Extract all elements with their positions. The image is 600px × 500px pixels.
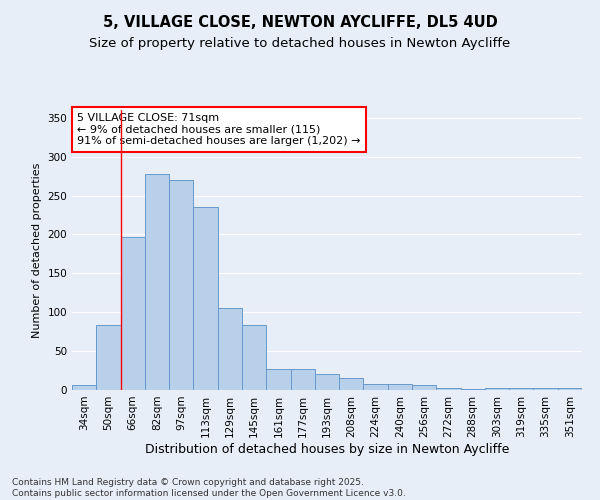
Bar (436, 388, 461, 390)
Bar (290, 369, 315, 390)
Text: 5 VILLAGE CLOSE: 71sqm
← 9% of detached houses are smaller (115)
91% of semi-det: 5 VILLAGE CLOSE: 71sqm ← 9% of detached … (77, 113, 361, 146)
Bar (169, 180, 193, 390)
Bar (364, 384, 388, 390)
Bar (388, 384, 412, 390)
Bar (412, 386, 436, 390)
Bar (218, 308, 242, 390)
Bar (72, 386, 96, 390)
Bar (145, 174, 169, 390)
Bar (509, 388, 533, 390)
X-axis label: Distribution of detached houses by size in Newton Aycliffe: Distribution of detached houses by size … (145, 442, 509, 456)
Bar (121, 237, 145, 390)
Bar (96, 326, 121, 390)
Bar (266, 369, 290, 390)
Bar (339, 378, 364, 390)
Bar (485, 388, 509, 390)
Bar (533, 388, 558, 390)
Bar (315, 374, 339, 390)
Bar (461, 389, 485, 390)
Bar (242, 326, 266, 390)
Bar (558, 388, 582, 390)
Text: Size of property relative to detached houses in Newton Aycliffe: Size of property relative to detached ho… (89, 38, 511, 51)
Y-axis label: Number of detached properties: Number of detached properties (32, 162, 42, 338)
Text: 5, VILLAGE CLOSE, NEWTON AYCLIFFE, DL5 4UD: 5, VILLAGE CLOSE, NEWTON AYCLIFFE, DL5 4… (103, 15, 497, 30)
Bar (193, 207, 218, 390)
Text: Contains HM Land Registry data © Crown copyright and database right 2025.
Contai: Contains HM Land Registry data © Crown c… (12, 478, 406, 498)
